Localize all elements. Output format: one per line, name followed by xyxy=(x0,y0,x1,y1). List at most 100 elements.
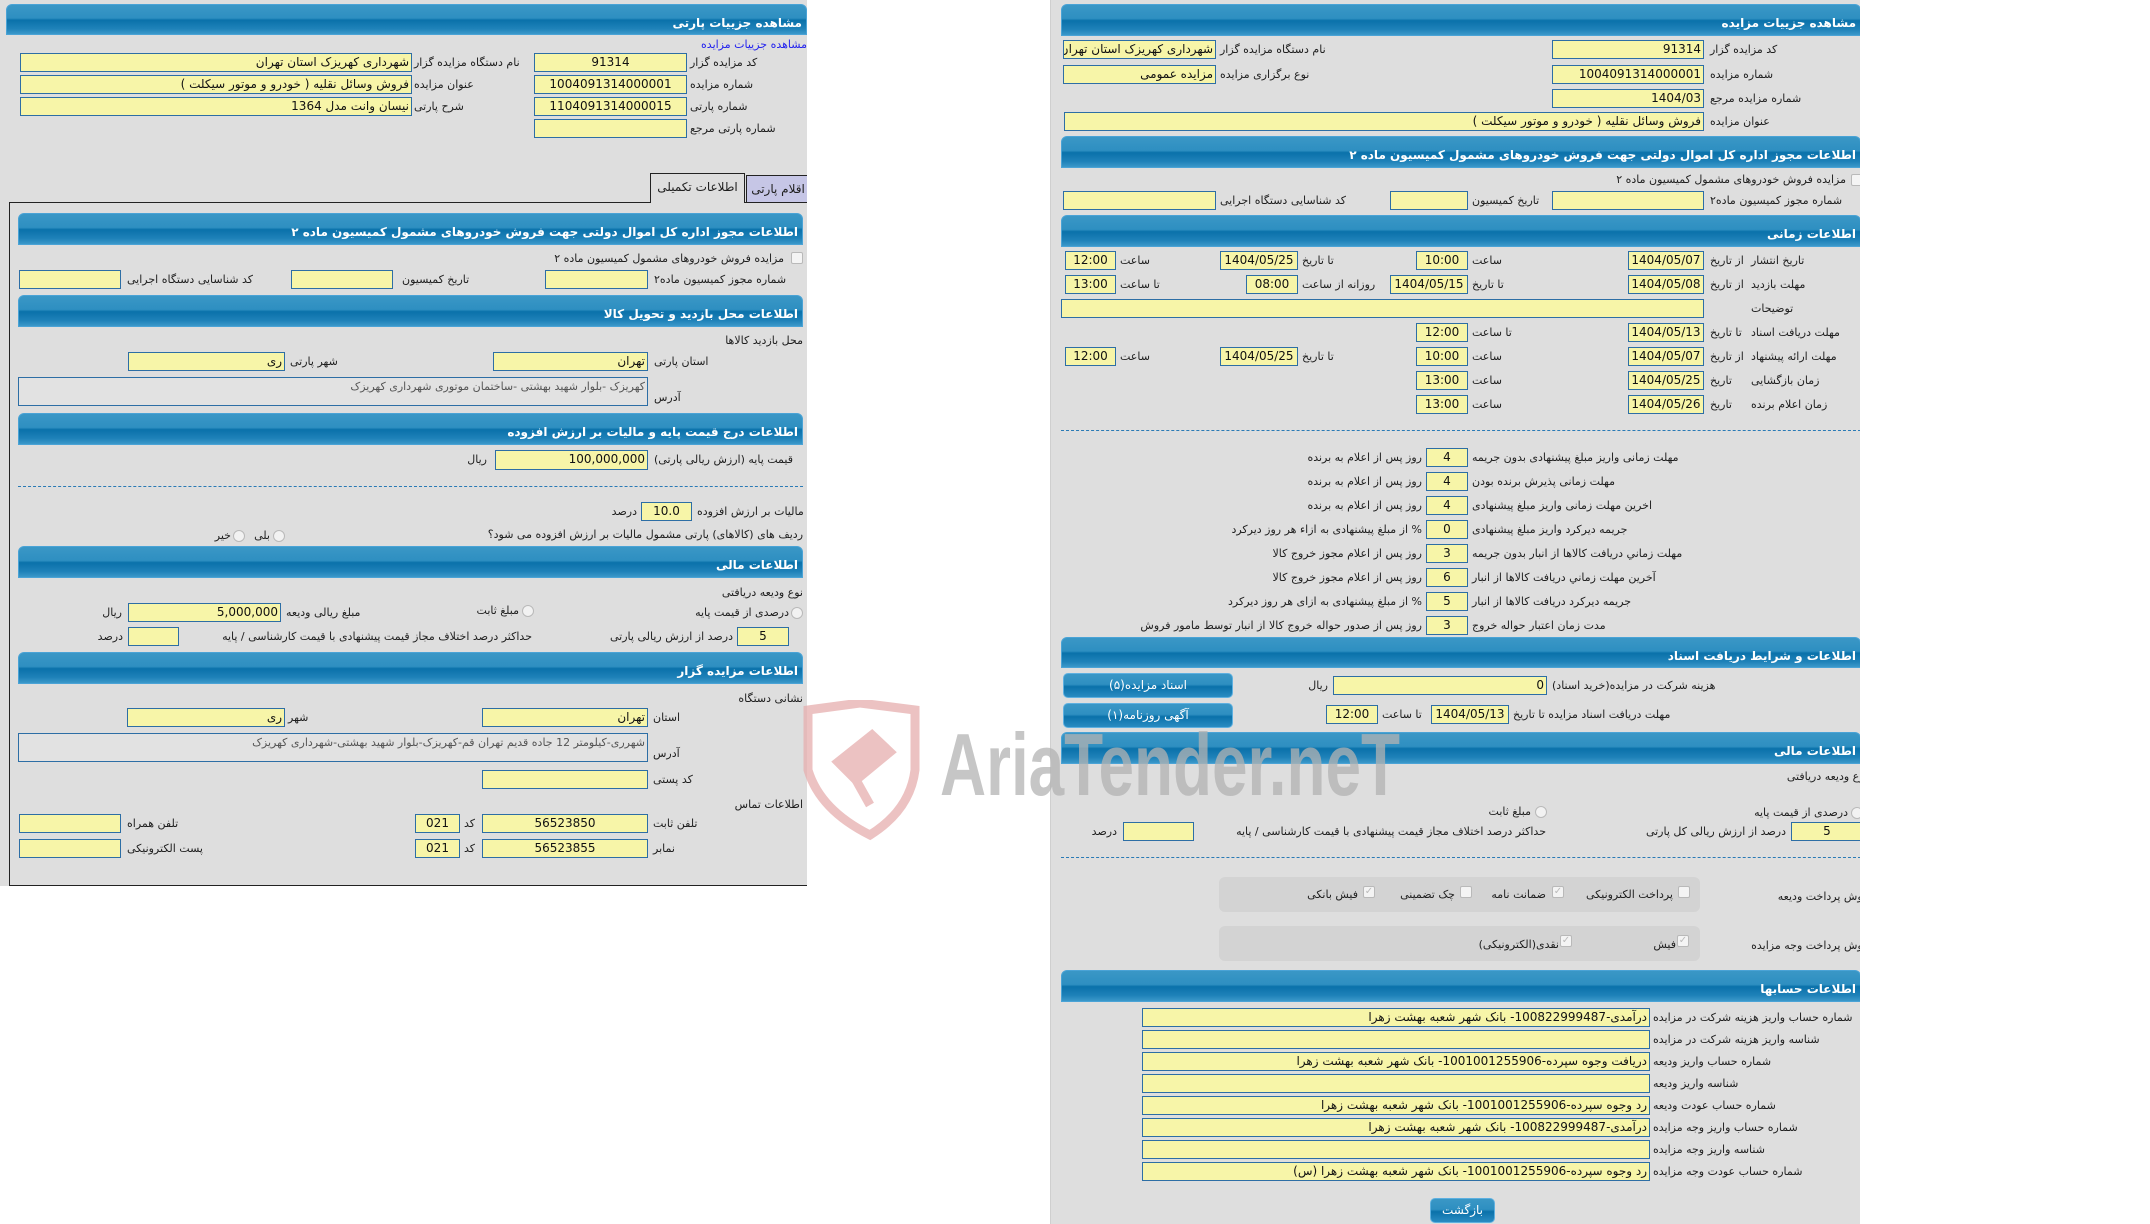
phone-code-field[interactable]: 021 xyxy=(415,814,460,833)
deadline-value-field[interactable]: 4 xyxy=(1426,496,1468,515)
deposit-method-checkbox-guarantee[interactable]: ✓ xyxy=(1552,886,1564,898)
winner-date-field[interactable]: 1404/05/26 xyxy=(1628,395,1704,414)
auction-number-field[interactable]: 1004091314000001 xyxy=(534,75,687,94)
docs-to-date-field[interactable]: 1404/05/13 xyxy=(1628,323,1704,342)
deadline-value-field[interactable]: 0 xyxy=(1426,520,1468,539)
email-field[interactable] xyxy=(19,839,121,858)
deposit-percent-option: درصدی از قیمت پایه xyxy=(1754,806,1848,819)
publish-to-time-field[interactable]: 12:00 xyxy=(1065,251,1116,270)
deposit-fixed-radio[interactable] xyxy=(522,605,534,617)
lot-province-field[interactable]: تهران xyxy=(493,352,648,371)
docs-to-time-field[interactable]: 12:00 xyxy=(1416,323,1468,342)
deadline-value-field[interactable]: 3 xyxy=(1426,544,1468,563)
offer-to-time-field[interactable]: 12:00 xyxy=(1065,347,1116,366)
publish-to-date-field[interactable]: 1404/05/25 xyxy=(1220,251,1298,270)
payment-methods-group xyxy=(1219,926,1700,961)
payment-method-checkbox-cash-electronic[interactable]: ✓ xyxy=(1560,935,1572,947)
org-province-field[interactable]: تهران xyxy=(482,708,648,727)
back-button[interactable]: بازگشت xyxy=(1430,1198,1495,1223)
tab-lot-items[interactable]: اقلام پارتی xyxy=(746,175,807,202)
offer-to-date-field[interactable]: 1404/05/25 xyxy=(1220,347,1298,366)
commission-checkbox[interactable] xyxy=(791,252,803,264)
deadline-value-field[interactable]: 6 xyxy=(1426,568,1468,587)
vat-field[interactable]: 10.0 xyxy=(641,502,692,521)
vat-yes-radio[interactable] xyxy=(273,530,285,542)
publish-from-date-field[interactable]: 1404/05/07 xyxy=(1628,251,1704,270)
offer-from-date-field[interactable]: 1404/05/07 xyxy=(1628,347,1704,366)
commission-date-field[interactable] xyxy=(1390,191,1468,210)
account-field[interactable] xyxy=(1142,1030,1650,1049)
tab-supplementary-info[interactable]: اطلاعات تکمیلی xyxy=(650,173,745,203)
org-city-field[interactable]: ری xyxy=(127,708,285,727)
auction-title-field[interactable]: فروش وسائل نقلیه ( خودرو و موتور سیکلت ) xyxy=(20,75,412,94)
org-name-field[interactable]: شهرداری کهریزک استان تهران xyxy=(1063,40,1216,59)
deposit-percent-radio[interactable] xyxy=(1851,807,1860,819)
deadline-label: مهلت زمانی پذیرش برنده بودن xyxy=(1472,475,1616,488)
deadline-value-field[interactable]: 4 xyxy=(1426,472,1468,491)
permit-number-field[interactable] xyxy=(545,270,648,289)
offer-from-time-field[interactable]: 10:00 xyxy=(1416,347,1468,366)
exec-code-field[interactable] xyxy=(1063,191,1216,210)
account-field[interactable]: رد وجوه سپرده-1001001255906- بانک شهر شع… xyxy=(1142,1162,1650,1181)
deposit-method-checkbox-bank-slip[interactable]: ✓ xyxy=(1363,886,1375,898)
org-address-field[interactable]: شهرری-کیلومتر 12 جاده قدیم تهران قم-کهری… xyxy=(18,733,648,762)
opening-date-field[interactable]: 1404/05/25 xyxy=(1628,371,1704,390)
visit-daily-from-field[interactable]: 08:00 xyxy=(1246,275,1298,294)
auction-number-field[interactable]: 1004091314000001 xyxy=(1552,65,1704,84)
deposit-amount-field[interactable]: 5,000,000 xyxy=(128,603,281,622)
auctioneer-code-field[interactable]: 91314 xyxy=(1552,40,1704,59)
publish-from-time-field[interactable]: 10:00 xyxy=(1416,251,1468,270)
visit-daily-to-field[interactable]: 13:00 xyxy=(1065,275,1116,294)
lot-address-field[interactable]: کهریزک -بلوار شهید بهشتی -ساختمان موتوری… xyxy=(18,377,648,406)
participation-fee-field[interactable]: 0 xyxy=(1333,676,1547,695)
docs-deadline-date-field[interactable]: 1404/05/13 xyxy=(1431,705,1509,724)
reference-lot-field[interactable] xyxy=(534,119,687,138)
account-field[interactable] xyxy=(1142,1140,1650,1159)
commission-date-field[interactable] xyxy=(291,270,393,289)
permit-number-field[interactable] xyxy=(1552,191,1704,210)
winner-time-field[interactable]: 13:00 xyxy=(1416,395,1468,414)
deposit-percent-field[interactable]: 5 xyxy=(737,627,789,646)
auction-documents-button[interactable]: اسناد مزایده(۵) xyxy=(1063,673,1233,698)
max-diff-field[interactable] xyxy=(128,627,179,646)
newspaper-ads-button[interactable]: آگهی روزنامه(۱) xyxy=(1063,703,1233,728)
auction-reference-field[interactable]: 1404/03 xyxy=(1552,89,1704,108)
auction-details-link[interactable]: مشاهده جزییات مزایده xyxy=(701,38,807,51)
notes-field[interactable] xyxy=(1061,299,1704,318)
mobile-field[interactable] xyxy=(19,814,121,833)
account-field[interactable]: رد وجوه سپرده-1001001255906- بانک شهر شع… xyxy=(1142,1096,1650,1115)
org-name-field[interactable]: شهرداری کهریزک استان تهران xyxy=(20,53,412,72)
account-field[interactable] xyxy=(1142,1074,1650,1093)
lot-number-field[interactable]: 1104091314000015 xyxy=(534,97,687,116)
deposit-fixed-radio[interactable] xyxy=(1535,806,1547,818)
opening-time-field[interactable]: 13:00 xyxy=(1416,371,1468,390)
max-diff-field[interactable] xyxy=(1123,822,1194,841)
fax-field[interactable]: 56523855 xyxy=(482,839,648,858)
deadline-value-field[interactable]: 4 xyxy=(1426,448,1468,467)
account-field[interactable]: درآمدی-100822999487- بانک شهر شعبه بهشت … xyxy=(1142,1118,1650,1137)
deposit-method-checkbox-electronic[interactable] xyxy=(1678,886,1690,898)
base-price-field[interactable]: 100,000,000 xyxy=(495,450,648,470)
account-field[interactable]: دریافت وجوه سپرده-1001001255906- بانک شه… xyxy=(1142,1052,1650,1071)
deposit-method-checkbox-cheque[interactable] xyxy=(1460,886,1472,898)
deposit-percent-radio[interactable] xyxy=(791,607,803,619)
lot-description-field[interactable]: نیسان وانت مدل 1364 xyxy=(20,97,412,116)
auction-type-field[interactable]: مزایده عمومی xyxy=(1063,65,1216,84)
visit-from-date-field[interactable]: 1404/05/08 xyxy=(1628,275,1704,294)
visit-to-date-field[interactable]: 1404/05/15 xyxy=(1390,275,1468,294)
postal-code-field[interactable] xyxy=(482,770,648,789)
exec-code-field[interactable] xyxy=(19,270,121,289)
commission-checkbox[interactable] xyxy=(1851,174,1860,186)
auctioneer-code-field[interactable]: 91314 xyxy=(534,53,687,72)
deadline-value-field[interactable]: 3 xyxy=(1426,616,1468,635)
vat-no-radio[interactable] xyxy=(233,530,245,542)
auction-title-field[interactable]: فروش وسائل نقلیه ( خودرو و موتور سیکلت ) xyxy=(1064,112,1704,131)
fax-code-field[interactable]: 021 xyxy=(415,839,460,858)
phone-field[interactable]: 56523850 xyxy=(482,814,648,833)
deposit-percent-field[interactable]: 5 xyxy=(1791,822,1860,841)
account-field[interactable]: درآمدی-100822999487- بانک شهر شعبه بهشت … xyxy=(1142,1008,1650,1027)
lot-city-field[interactable]: ری xyxy=(128,352,285,371)
payment-method-checkbox-slip[interactable]: ✓ xyxy=(1677,935,1689,947)
docs-deadline-time-field[interactable]: 12:00 xyxy=(1326,705,1378,724)
deadline-value-field[interactable]: 5 xyxy=(1426,592,1468,611)
